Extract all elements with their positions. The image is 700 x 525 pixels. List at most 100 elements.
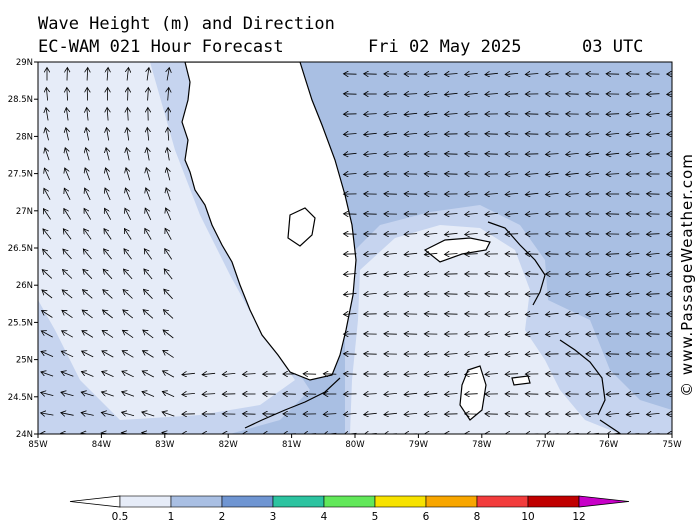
wave-arrow (168, 128, 169, 141)
wave-arrow (364, 174, 377, 175)
wave-arrow (667, 414, 672, 415)
wave-arrow (465, 334, 478, 335)
wave-arrow (384, 154, 397, 155)
wave-arrow (168, 88, 169, 101)
florida-peninsula (181, 62, 357, 381)
lon-tick-label: 81W (282, 440, 302, 450)
wave-arrow (344, 174, 357, 175)
wave-arrow (43, 229, 52, 240)
legend-swatch (69, 495, 121, 508)
wave-arrow (344, 134, 357, 135)
legend-swatch (170, 495, 223, 508)
wave-arrow (424, 414, 438, 415)
wave-arrow (142, 412, 155, 416)
wave-arrow (424, 134, 438, 135)
wave-arrow (424, 113, 438, 114)
wave-arrow (163, 330, 174, 339)
wave-arrow (505, 73, 519, 74)
wave-arrow (626, 154, 640, 155)
legend-swatch (476, 495, 529, 508)
wave-arrow (146, 188, 151, 201)
wave-arrow (546, 313, 559, 314)
wave-arrow (525, 313, 539, 314)
wave-arrow (104, 249, 112, 260)
wave-arrow (364, 273, 377, 274)
wave-arrow (41, 351, 54, 357)
wave-arrow (44, 168, 50, 181)
wave-arrow (82, 351, 94, 358)
wave-arrow (103, 310, 113, 319)
wave-arrow (107, 68, 108, 81)
wave-arrow (626, 254, 640, 255)
wave-arrow (43, 249, 52, 260)
grand-bahama (423, 237, 491, 263)
wave-arrow (384, 253, 397, 254)
wave-arrow (364, 254, 377, 255)
wave-arrow (122, 351, 134, 358)
wave-arrow (122, 412, 135, 416)
wave-arrow (42, 270, 53, 279)
wave-arrow (606, 114, 620, 115)
wave-arrow (424, 74, 438, 75)
wave-arrow (485, 234, 498, 235)
wave-arrow (647, 374, 660, 375)
wave-arrow (505, 353, 519, 354)
wave-arrow (102, 351, 114, 358)
wave-arrow (147, 148, 149, 161)
wave-arrow (41, 392, 54, 395)
wave-arrow (42, 311, 53, 318)
wave-arrow (162, 432, 170, 434)
wave-arrow (647, 113, 660, 114)
wave-arrow (42, 290, 53, 299)
wave-arrow (364, 133, 377, 134)
wave-arrow (85, 188, 91, 201)
wave-arrow (384, 294, 397, 295)
lon-tick-label: 83W (155, 440, 175, 450)
wave-arrow (144, 249, 153, 260)
wave-arrow (61, 392, 74, 396)
wave-arrow (64, 209, 71, 220)
wave-arrow (107, 128, 109, 141)
wave-arrow (384, 413, 397, 414)
wave-arrow (384, 113, 397, 114)
wave-arrow (142, 433, 150, 434)
wave-arrow (103, 290, 113, 299)
legend-label: 3 (270, 511, 277, 523)
wave-arrow (546, 193, 559, 194)
wave-arrow (626, 413, 640, 414)
wave-arrow (87, 108, 88, 121)
wave-arrow (404, 393, 418, 394)
latitude-axis: 29N 28.5N 28N 27.5N 27N 26.5N 26N 25.5N 25N 24.5N… (8, 58, 38, 440)
wave-arrow (525, 174, 539, 175)
wave-arrow (566, 293, 579, 294)
wave-arrow (606, 394, 620, 395)
wave-arrow (102, 371, 114, 377)
wave-arrow (81, 372, 94, 377)
legend-label: 8 (474, 511, 481, 523)
wave-arrow (323, 414, 337, 415)
wave-arrow (667, 94, 672, 95)
lon-tick-label: 85W (28, 440, 48, 450)
wave-arrow (147, 68, 149, 81)
wave-arrow (404, 413, 418, 414)
wave-arrow (124, 249, 132, 260)
wave-arrow (606, 413, 620, 414)
wave-arrow (505, 314, 519, 315)
wave-arrow (121, 433, 130, 434)
wave-arrow (102, 330, 114, 338)
wave-arrow (546, 74, 559, 75)
lat-tick-label: 24.5N (8, 393, 33, 403)
andros (459, 365, 487, 421)
wave-direction-arrows (41, 68, 672, 434)
lat-tick-label: 25N (16, 356, 33, 366)
wave-arrow (63, 249, 72, 260)
wave-arrow (586, 313, 599, 314)
wave-arrow (424, 214, 438, 215)
wave-arrow (101, 433, 110, 434)
wave-arrow (404, 253, 418, 254)
forecast-model: EC-WAM 021 Hour Forecast (38, 37, 284, 57)
wave-arrow (81, 392, 94, 396)
wave-arrow (164, 269, 173, 280)
wave-arrow (102, 392, 114, 397)
wave-arrow (182, 373, 195, 374)
